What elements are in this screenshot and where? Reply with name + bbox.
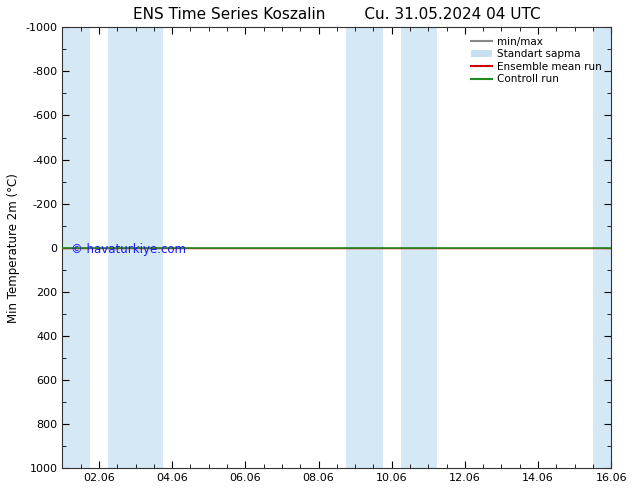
Bar bbox=[108, 27, 163, 468]
Bar bbox=[62, 27, 90, 468]
Bar bbox=[401, 27, 437, 468]
Y-axis label: Min Temperature 2m (°C): Min Temperature 2m (°C) bbox=[7, 173, 20, 323]
Title: ENS Time Series Koszalin        Cu. 31.05.2024 04 UTC: ENS Time Series Koszalin Cu. 31.05.2024 … bbox=[133, 7, 541, 22]
Bar bbox=[593, 27, 611, 468]
Legend: min/max, Standart sapma, Ensemble mean run, Controll run: min/max, Standart sapma, Ensemble mean r… bbox=[467, 32, 606, 89]
Bar bbox=[346, 27, 382, 468]
Text: © havaturkiye.com: © havaturkiye.com bbox=[70, 244, 186, 256]
